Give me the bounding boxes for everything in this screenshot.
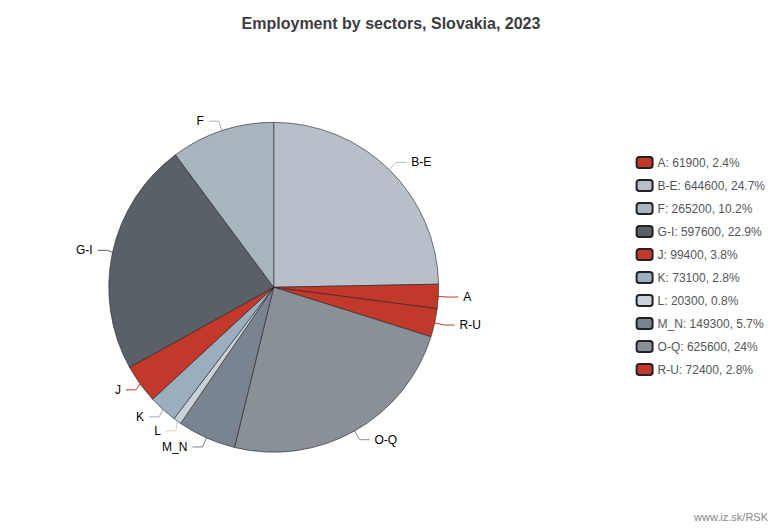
svg-text:O-Q: 625600, 24%: O-Q: 625600, 24%: [658, 340, 758, 354]
svg-text:M_N: 149300, 5.7%: M_N: 149300, 5.7%: [658, 317, 764, 331]
svg-text:J: J: [115, 383, 121, 397]
svg-text:K: K: [136, 410, 144, 424]
svg-text:R-U: 72400, 2.8%: R-U: 72400, 2.8%: [658, 363, 754, 377]
svg-text:Employment by sectors, Slovaki: Employment by sectors, Slovakia, 2023: [242, 15, 541, 32]
svg-text:L: L: [154, 424, 161, 438]
svg-text:J: 99400, 3.8%: J: 99400, 3.8%: [658, 248, 738, 262]
svg-text:A: A: [463, 290, 471, 304]
svg-text:G-I: 597600, 22.9%: G-I: 597600, 22.9%: [658, 225, 762, 239]
svg-text:www.iz.sk/RSK: www.iz.sk/RSK: [693, 511, 769, 523]
svg-text:K: 73100, 2.8%: K: 73100, 2.8%: [658, 271, 740, 285]
svg-text:F: 265200, 10.2%: F: 265200, 10.2%: [658, 202, 753, 216]
svg-text:G-I: G-I: [76, 243, 93, 257]
svg-text:B-E: 644600, 24.7%: B-E: 644600, 24.7%: [658, 179, 766, 193]
svg-text:F: F: [196, 114, 203, 128]
svg-text:O-Q: O-Q: [375, 433, 398, 447]
svg-text:R-U: R-U: [459, 318, 480, 332]
svg-text:M_N: M_N: [162, 440, 187, 454]
svg-text:A: 61900, 2.4%: A: 61900, 2.4%: [658, 156, 740, 170]
svg-text:L: 20300, 0.8%: L: 20300, 0.8%: [658, 294, 739, 308]
svg-text:B-E: B-E: [411, 155, 431, 169]
